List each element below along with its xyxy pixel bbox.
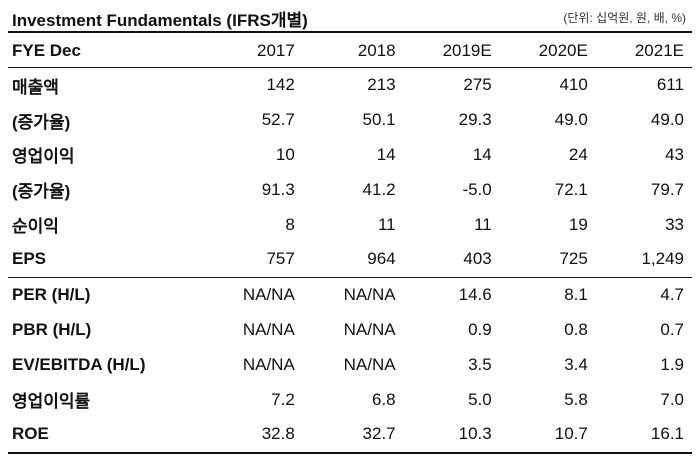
cell: 8.1 (499, 276, 596, 313)
cell: 213 (367, 75, 396, 95)
table-row: 매출액 142 213 275 410 611 (8, 68, 692, 103)
table-row: EV/EBITDA (H/L) NA/NA NA/NA 3.5 3.4 1.9 (8, 347, 692, 382)
cell: NA/NA (302, 276, 404, 313)
cell: 10.3 (403, 416, 500, 454)
table-row: PER (H/L) NA/NA NA/NA 14.6 8.1 4.7 (8, 276, 692, 313)
cell: NA/NA (343, 319, 396, 339)
table-title: Investment Fundamentals (IFRS개별) (12, 11, 308, 30)
cell: 32.7 (302, 416, 404, 454)
table-row: EPS 757 964 403 725 1,249 (8, 242, 692, 277)
cell: NA/NA (242, 354, 295, 374)
cell: 6.8 (371, 389, 396, 409)
cell: 24 (568, 144, 588, 164)
row-label: EV/EBITDA (H/L) (12, 354, 146, 374)
cell: 725 (559, 249, 588, 269)
row-label: (증가율) (12, 112, 71, 132)
unit-note: (단위: 십억원, 원, 배, %) (563, 11, 686, 25)
table-row: 영업이익률 7.2 6.8 5.0 5.8 7.0 (8, 382, 692, 417)
row-label: EPS (12, 249, 47, 269)
cell: 79.7 (650, 179, 684, 199)
header-year: 2020E (499, 34, 596, 68)
table-row: 순이익 8 11 11 19 33 (8, 207, 692, 242)
table-row: PBR (H/L) NA/NA NA/NA 0.9 0.8 0.7 (8, 313, 692, 348)
cell: 8 (285, 214, 295, 234)
cell: 49.0 (650, 110, 684, 130)
cell: 964 (367, 249, 396, 269)
cell: 72.1 (554, 179, 588, 199)
header-year: 2018 (302, 34, 404, 68)
cell: 41.2 (362, 179, 396, 199)
cell: 14 (376, 144, 396, 164)
table-row: (증가율) 52.7 50.1 29.3 49.0 49.0 (8, 103, 692, 138)
cell: 410 (559, 75, 588, 95)
row-label: 영업이익 (12, 147, 75, 167)
cell: 7.2 (271, 389, 295, 409)
row-label: PER (H/L) (8, 276, 202, 313)
header-year: 2019E (403, 34, 500, 68)
cell: 5.8 (564, 389, 588, 409)
cell: 5.0 (468, 389, 492, 409)
row-label: PBR (H/L) (12, 319, 92, 339)
cell: 49.0 (554, 110, 588, 130)
cell: 52.7 (261, 110, 295, 130)
cell: 0.9 (468, 319, 492, 339)
cell: 275 (463, 75, 492, 95)
cell: 11 (474, 214, 492, 234)
cell: 142 (266, 75, 295, 95)
cell: 611 (656, 75, 684, 95)
cell: 29.3 (458, 110, 492, 130)
cell: 19 (568, 214, 588, 234)
row-label: 순이익 (12, 217, 59, 237)
row-label: ROE (8, 416, 202, 454)
cell: 3.5 (468, 354, 492, 374)
row-label: (증가율) (12, 182, 71, 202)
table-row: (증가율) 91.3 41.2 -5.0 72.1 79.7 (8, 172, 692, 207)
header-year: 2017 (202, 34, 303, 68)
cell: 43 (665, 144, 684, 164)
cell: 0.8 (564, 319, 588, 339)
cell: 0.7 (660, 319, 684, 339)
cell: 7.0 (660, 389, 684, 409)
header-label: FYE Dec (8, 34, 202, 68)
cell: 10.7 (499, 416, 596, 454)
cell: 16.1 (595, 416, 692, 454)
cell: 14 (472, 144, 492, 164)
cell: 50.1 (362, 110, 396, 130)
row-label: 매출액 (12, 77, 59, 97)
fundamentals-table: FYE Dec 2017 2018 2019E 2020E 2021E 매출액 … (8, 34, 692, 454)
cell: 403 (463, 249, 492, 269)
cell: 4.7 (595, 276, 692, 313)
cell: 757 (266, 249, 295, 269)
table-row: ROE 32.8 32.7 10.3 10.7 16.1 (8, 416, 692, 454)
cell: 3.4 (564, 354, 588, 374)
cell: NA/NA (242, 319, 295, 339)
cell: 33 (665, 214, 684, 234)
cell: 14.6 (403, 276, 500, 313)
cell: 91.3 (261, 179, 295, 199)
cell: 11 (377, 214, 396, 234)
cell: 1,249 (641, 249, 684, 269)
cell: 10 (275, 144, 295, 164)
cell: 1.9 (660, 354, 684, 374)
table-row: 영업이익 10 14 14 24 43 (8, 138, 692, 173)
cell: NA/NA (343, 354, 396, 374)
cell: -5.0 (462, 179, 492, 199)
row-label: 영업이익률 (12, 392, 91, 412)
header-year: 2021E (595, 34, 692, 68)
header-row: FYE Dec 2017 2018 2019E 2020E 2021E (8, 34, 692, 68)
top-rule (8, 31, 692, 33)
cell: NA/NA (202, 276, 303, 313)
cell: 32.8 (202, 416, 303, 454)
